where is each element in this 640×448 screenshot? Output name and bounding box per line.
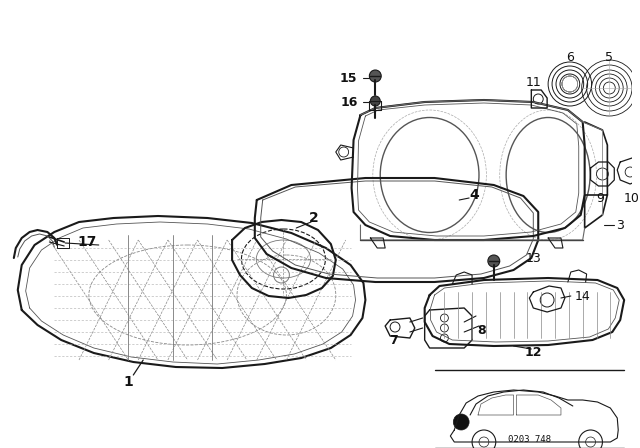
Text: 8: 8 [477,323,486,336]
Text: 16: 16 [340,95,358,108]
Circle shape [369,70,381,82]
Text: 13: 13 [525,251,541,264]
Text: 14: 14 [575,289,591,302]
Text: 10: 10 [624,191,640,204]
Text: 3: 3 [616,219,624,232]
Circle shape [453,414,469,430]
Text: 9: 9 [596,191,604,204]
Text: 11: 11 [525,76,541,89]
Text: 15: 15 [340,72,358,85]
Circle shape [371,96,380,106]
Text: 4: 4 [469,188,479,202]
Text: 7: 7 [388,333,397,346]
Text: 17: 17 [77,235,97,249]
Text: 5: 5 [605,51,613,64]
Text: 6: 6 [566,51,574,64]
Text: 12: 12 [525,345,542,358]
Text: 1: 1 [124,375,133,389]
Text: 0203 748: 0203 748 [508,435,551,444]
Circle shape [488,255,500,267]
Text: 2: 2 [309,211,319,225]
